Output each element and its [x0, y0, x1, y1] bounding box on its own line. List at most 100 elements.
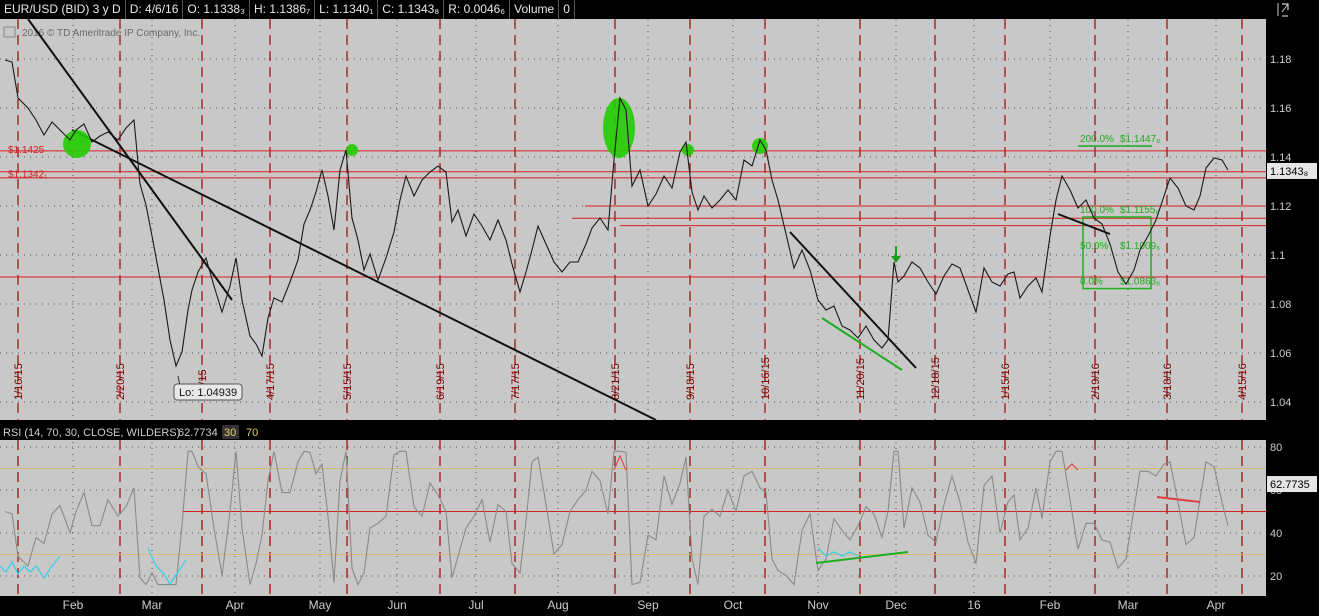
highlights: [63, 98, 768, 158]
rsi-tick: 20: [1270, 571, 1282, 583]
highlight-ellipse: [752, 138, 768, 154]
level-label: $1.1425: [8, 145, 45, 156]
time-tick: Aug: [547, 598, 568, 612]
date-label: 12/18/15: [930, 357, 942, 400]
fib-pct: 200.0%: [1080, 134, 1114, 145]
time-tick: Jun: [387, 598, 406, 612]
fib-price: $1.1009₅: [1120, 241, 1160, 252]
time-tick: Sep: [637, 598, 659, 612]
time-tick: Mar: [142, 598, 163, 612]
date-label: 2/19/16: [1090, 363, 1102, 400]
date-label: 10/16/15: [760, 357, 772, 400]
fib-pct: 100.0%: [1080, 205, 1114, 216]
watermark: 2016 © TD Ameritrade IP Company, Inc.: [22, 28, 200, 39]
price-scale-bg: [1266, 19, 1319, 596]
rsi-header-bg: [0, 424, 1266, 440]
time-tick: Apr: [226, 598, 245, 612]
rsi-last-box: [1267, 476, 1317, 493]
rsi-tick: 40: [1270, 528, 1282, 540]
arrow-head: [891, 256, 901, 263]
date-label: 11/20/15: [855, 358, 867, 400]
rsi-overbought-segment: [1065, 463, 1079, 471]
down-arrow-icon: [891, 246, 901, 263]
rsi-oversold-segment: [147, 547, 187, 586]
low-callout: Lo: 1.04939: [173, 375, 243, 401]
rsi-last-label: 62.7735: [1270, 479, 1310, 491]
time-tick: Apr: [1207, 598, 1226, 612]
date-label: 2/20/15: [115, 363, 127, 400]
close-label: C: 1.1343₈: [378, 0, 445, 19]
price-tick: 1.08: [1270, 299, 1291, 311]
price-tick: 1.04: [1270, 397, 1291, 409]
time-tick: Feb: [1040, 598, 1061, 612]
range-label: R: 0.0046₆: [444, 0, 511, 19]
highlight-ellipse: [603, 98, 635, 158]
time-tick: Mar: [1118, 598, 1139, 612]
date-label: D: 4/6/16: [126, 0, 184, 19]
rsi-panel: 20406080RSI (14, 70, 30, CLOSE, WILDERS)…: [0, 424, 1317, 586]
price-tick: 1.12: [1270, 201, 1291, 213]
watermark-icon: [3, 26, 16, 38]
rsi-overbought-segment: [613, 454, 627, 471]
fib-pct: 50.0%: [1080, 241, 1108, 252]
last-price-label: 1.1343₈: [1270, 166, 1308, 178]
expand-icon[interactable]: [1266, 0, 1319, 19]
date-label: 1/16/15: [13, 363, 25, 400]
highlight-ellipse: [682, 144, 694, 156]
time-tick: Dec: [885, 598, 906, 612]
time-tick: Jul: [468, 598, 483, 612]
time-tick: May: [309, 598, 332, 612]
trend-line: [789, 231, 917, 369]
price-series-line: [4, 59, 1229, 368]
main-grid: [0, 19, 1266, 596]
fib-price: $1.1447₈: [1120, 134, 1160, 145]
fib-box: [1082, 216, 1152, 290]
highlight-ellipse: [63, 130, 91, 158]
fib-price: $1.1155₈: [1120, 205, 1160, 216]
date-label: 4/17/15: [265, 363, 277, 400]
volume-label: Volume: [510, 0, 560, 19]
open-label: O: 1.1338₃: [183, 0, 250, 19]
date-markers: 1/16/152/20/15/20/154/17/155/15/156/19/1…: [13, 19, 1249, 596]
date-label: 5/15/15: [342, 363, 354, 400]
date-label: 4/15/16: [1237, 363, 1249, 400]
rsi-series-line: [4, 450, 1229, 586]
symbol-label[interactable]: EUR/USD (BID) 3 y D: [0, 0, 126, 19]
fib-price: $1.0863₈: [1120, 277, 1160, 288]
rsi-oversold-label: 30: [224, 427, 236, 439]
rsi-divergence-line: [815, 551, 909, 564]
rsi-ob-box: [222, 425, 239, 439]
level-label: $1.1342₁: [8, 170, 48, 181]
time-tick: Feb: [63, 598, 84, 612]
price-tick: 1.16: [1270, 103, 1291, 115]
price-tick: 1.18: [1270, 54, 1291, 66]
time-tick: 16: [967, 598, 981, 612]
rsi-overbought-label: 70: [246, 427, 258, 439]
date-label: 3/18/16: [1162, 363, 1174, 400]
price-tick: 1.06: [1270, 348, 1291, 360]
rsi-oversold-segment: [0, 555, 61, 580]
divergence-line: [821, 317, 903, 371]
trend-lines: [27, 18, 1111, 421]
time-axis-bg: [0, 596, 1319, 616]
rsi-divergence-line: [1156, 496, 1201, 503]
fibonacci-tool: 200.0% $1.1447₈ 100.0% $1.1155₈ 50.0% $1.1009…: [1078, 134, 1160, 290]
date-label: 6/19/15: [435, 363, 447, 400]
price-scale: 1.04 1.06 1.08 1.1 1.12 1.14 1.16 1.18 1.1343₈: [1267, 54, 1317, 409]
rsi-current-value: 62.7734: [178, 427, 218, 439]
chart-corner: [1266, 0, 1319, 19]
price-tick: 1.1: [1270, 250, 1285, 262]
highlight-ellipse: [346, 144, 358, 156]
date-label: 1/15/16: [1000, 363, 1012, 400]
rsi-panel-bg: [0, 424, 1266, 596]
fib-pct: 0.0%: [1080, 277, 1103, 288]
time-tick: Oct: [724, 598, 743, 612]
date-label: 9/18/15: [685, 363, 697, 400]
low-box: [173, 383, 243, 401]
high-label: H: 1.1386₇: [250, 0, 316, 19]
time-axis: Feb Mar Apr May Jun Jul Aug Sep Oct Nov Dec 16 Feb Ma…: [63, 598, 1226, 612]
rsi-oversold-segment: [817, 547, 859, 557]
trend-line: [1057, 213, 1111, 235]
date-label: 7/17/15: [510, 363, 522, 400]
